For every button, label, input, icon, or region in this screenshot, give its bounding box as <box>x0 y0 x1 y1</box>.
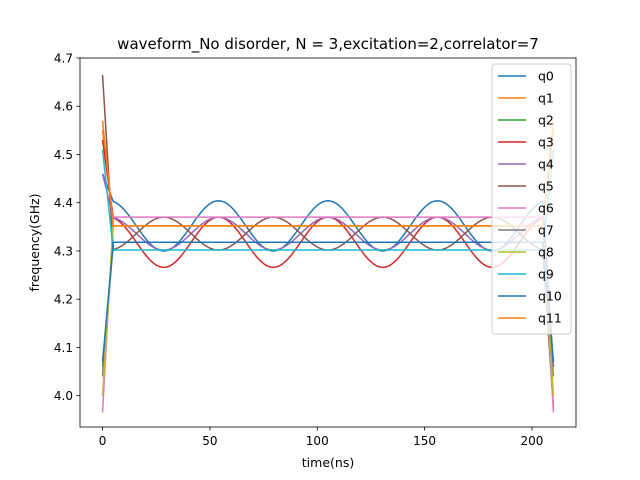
legend-label-q0: q0 <box>538 69 554 84</box>
legend-label-q1: q1 <box>538 91 554 106</box>
series-line-q0 <box>101 173 555 367</box>
legend-label-q4: q4 <box>538 157 554 172</box>
y-axis-label: frequency(GHz) <box>27 193 42 291</box>
x-tick-label: 200 <box>521 434 544 448</box>
legend-label-q7: q7 <box>538 223 554 238</box>
legend-label-q9: q9 <box>538 267 554 282</box>
y-tick-label: 4.5 <box>54 148 73 162</box>
legend-label-q2: q2 <box>538 113 554 128</box>
legend-label-q11: q11 <box>538 311 562 326</box>
y-tick-label: 4.4 <box>54 196 73 210</box>
legend-box <box>491 63 572 335</box>
chart-title: waveform_No disorder, N = 3,excitation=2… <box>117 35 539 54</box>
series-line-q11 <box>101 120 555 227</box>
legend-label-q10: q10 <box>538 289 562 304</box>
x-axis-ticks: 0 50 100 150 200 <box>99 427 544 448</box>
series-line-q10 <box>101 241 555 362</box>
y-tick-label: 4.6 <box>54 100 73 114</box>
series-layer <box>101 74 555 413</box>
legend-label-q3: q3 <box>538 135 554 150</box>
y-axis-ticks: 4.0 4.1 4.2 4.3 4.4 4.5 4.6 4.7 <box>54 52 80 403</box>
y-tick-label: 4.1 <box>54 341 73 355</box>
y-tick-label: 4.0 <box>54 389 73 403</box>
x-tick-label: 0 <box>99 434 107 448</box>
x-tick-label: 150 <box>413 434 436 448</box>
x-tick-label: 100 <box>306 434 329 448</box>
y-tick-label: 4.7 <box>54 52 73 66</box>
series-line-q6 <box>101 216 555 413</box>
y-tick-label: 4.2 <box>54 293 73 307</box>
x-tick-label: 50 <box>202 434 217 448</box>
legend-label-q8: q8 <box>538 245 554 260</box>
legend: q0 q1 q2 q3 q4 q5 q6 q7 q8 q9 q10 q11 <box>491 63 572 335</box>
plot-frame <box>79 57 577 428</box>
legend-label-q5: q5 <box>538 179 554 194</box>
y-tick-label: 4.3 <box>54 244 73 258</box>
series-line-q9 <box>101 149 555 251</box>
legend-label-q6: q6 <box>538 201 554 216</box>
x-axis-label: time(ns) <box>302 455 354 470</box>
